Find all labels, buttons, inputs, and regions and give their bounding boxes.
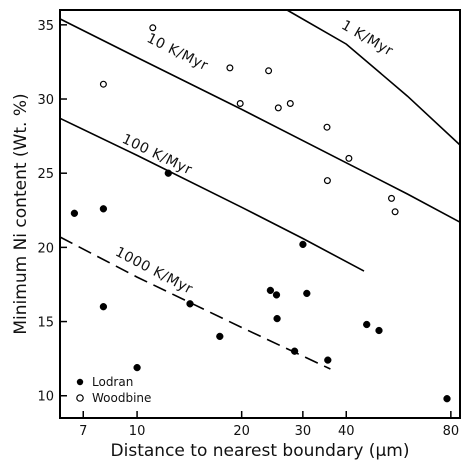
x-tick-label: 30 xyxy=(295,424,312,439)
curve-1000-k-myr xyxy=(59,236,331,370)
point-woodbine xyxy=(388,194,396,202)
point-lodran xyxy=(443,395,451,403)
y-tick-label: 15 xyxy=(37,316,54,331)
x-axis-label: Distance to nearest boundary (μm) xyxy=(111,441,410,461)
y-tick-label: 20 xyxy=(37,241,54,256)
curve-1-k-myr xyxy=(286,9,461,146)
point-woodbine xyxy=(345,154,353,162)
point-woodbine xyxy=(265,67,273,75)
legend-label-lodran: Lodran xyxy=(92,375,133,389)
point-lodran xyxy=(70,209,79,217)
x-tick-label: 20 xyxy=(233,424,250,439)
data-points xyxy=(70,24,451,403)
legend-label-woodbine: Woodbine xyxy=(92,391,151,405)
curve-100-k-myr xyxy=(59,117,365,272)
x-tick-label: 80 xyxy=(443,424,460,439)
point-lodran xyxy=(363,320,371,329)
point-lodran xyxy=(186,300,194,308)
point-woodbine xyxy=(323,177,331,185)
legend: Lodran Woodbine xyxy=(76,375,151,405)
curve-label-10-k-myr: 10 K/Myr xyxy=(144,30,210,74)
axis-ticks: 7 10 20 30 40 80 10 15 20 25 30 35 xyxy=(37,19,459,439)
y-tick-label: 35 xyxy=(37,19,54,34)
point-woodbine xyxy=(236,99,244,107)
point-lodran xyxy=(99,303,108,311)
point-woodbine xyxy=(226,64,234,72)
point-lodran xyxy=(272,291,281,299)
legend-marker-woodbine xyxy=(76,394,84,402)
point-woodbine xyxy=(391,208,399,216)
point-woodbine xyxy=(149,24,157,32)
point-lodran xyxy=(299,240,307,249)
y-axis-label: Minimum Ni content (Wt. %) xyxy=(11,93,31,334)
point-lodran xyxy=(216,332,224,341)
point-lodran xyxy=(273,314,281,323)
legend-marker-lodran xyxy=(76,378,84,386)
x-tick-label: 10 xyxy=(129,424,146,439)
point-lodran xyxy=(324,356,332,364)
point-woodbine xyxy=(286,99,294,107)
point-woodbine xyxy=(99,80,107,88)
y-tick-label: 10 xyxy=(37,390,54,405)
curve-label-100-k-myr: 100 K/Myr xyxy=(119,131,194,178)
point-lodran xyxy=(99,205,108,213)
y-tick-label: 25 xyxy=(37,167,54,182)
point-woodbine xyxy=(323,123,331,131)
point-lodran xyxy=(133,363,141,372)
point-lodran xyxy=(164,169,172,177)
curve-label-1-k-myr: 1 K/Myr xyxy=(338,17,395,59)
point-lodran xyxy=(290,347,299,355)
point-lodran xyxy=(266,286,275,295)
point-lodran xyxy=(303,289,311,298)
model-curves xyxy=(59,9,461,370)
x-tick-label: 40 xyxy=(338,424,355,439)
point-woodbine xyxy=(274,104,282,112)
y-tick-label: 30 xyxy=(37,93,54,108)
point-lodran xyxy=(375,326,383,335)
x-tick-label: 7 xyxy=(79,424,87,439)
curve-10-k-myr xyxy=(59,18,461,223)
plot-frame xyxy=(59,9,461,419)
